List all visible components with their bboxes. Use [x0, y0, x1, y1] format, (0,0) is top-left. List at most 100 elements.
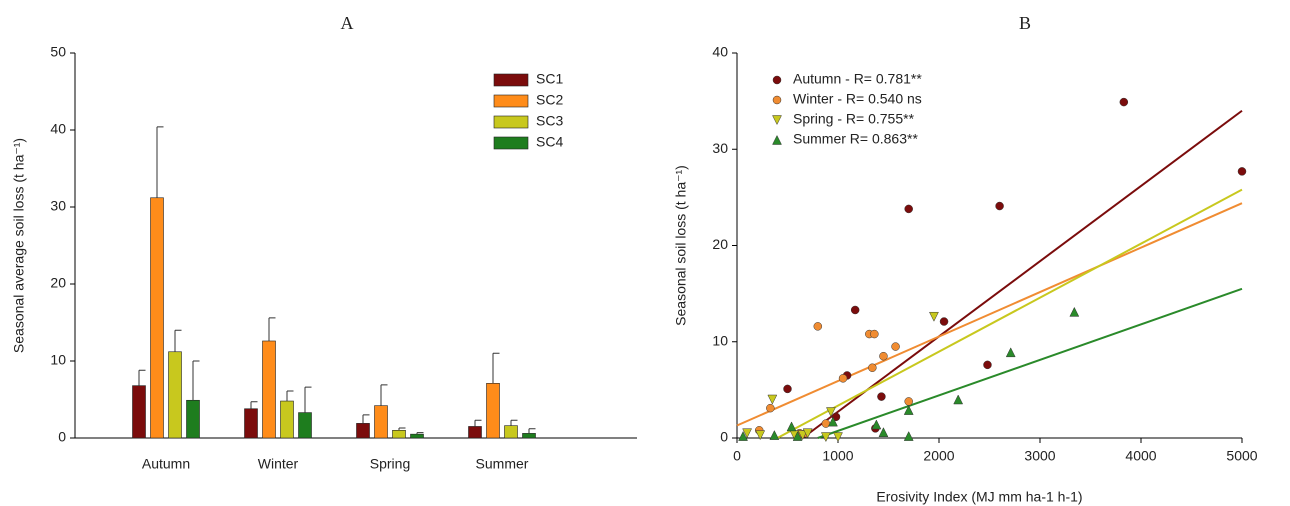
point [877, 392, 886, 401]
point [828, 416, 838, 427]
legend-label: SC1 [536, 71, 563, 87]
bar [504, 425, 518, 439]
chart-title: A [341, 13, 354, 33]
point [813, 322, 823, 331]
y-tick-label: 40 [712, 44, 728, 60]
bar [486, 383, 500, 439]
bar [374, 405, 388, 439]
point [738, 431, 748, 441]
error-bar [138, 369, 146, 386]
legend-marker [772, 95, 782, 105]
bar [262, 340, 276, 439]
point [850, 305, 860, 315]
point [820, 432, 831, 443]
point [1069, 306, 1080, 317]
y-tick-label: 0 [58, 429, 66, 445]
point [995, 201, 1004, 211]
y-tick-label: 40 [50, 121, 66, 137]
error-bar [192, 360, 200, 401]
error-bar [268, 317, 276, 341]
x-tick-label: Spring [370, 456, 410, 472]
point [786, 421, 797, 432]
x-tick-label: 3000 [1024, 448, 1055, 464]
bar [468, 426, 482, 439]
trend-line [802, 109, 1243, 439]
legend-swatch [493, 73, 529, 87]
error-bar [174, 329, 182, 352]
error-bar [380, 384, 388, 406]
error-bar [474, 419, 482, 427]
bar [244, 408, 258, 439]
y-tick-label: 10 [712, 332, 728, 348]
point [953, 394, 964, 405]
bar [298, 412, 312, 439]
point [1119, 97, 1129, 107]
point [1237, 167, 1247, 176]
x-tick-label: 5000 [1226, 448, 1257, 464]
y-tick-label: 50 [50, 44, 66, 60]
y-axis-label: Seasonal soil loss (t ha⁻¹) [673, 165, 689, 326]
trend-line [776, 188, 1243, 439]
legend-label: SC2 [536, 92, 563, 108]
bar [132, 385, 146, 439]
error-bar [398, 427, 406, 431]
point [878, 427, 889, 437]
y-axis-label: Seasonal average soil loss (t ha⁻¹) [11, 138, 27, 353]
point [766, 403, 775, 413]
point [871, 419, 882, 430]
legend-swatch [493, 94, 529, 108]
point [833, 432, 843, 443]
point [939, 317, 949, 326]
legend-label: Autumn - R= 0.781** [793, 71, 922, 87]
error-bar [304, 386, 312, 413]
point [838, 374, 848, 383]
point [792, 431, 803, 441]
point [797, 430, 808, 441]
y-tick-label: 20 [50, 275, 66, 291]
bar [280, 400, 294, 439]
point [904, 204, 913, 214]
point [1005, 347, 1016, 358]
error-bar [492, 352, 500, 384]
legend-marker [772, 134, 782, 145]
error-bar [416, 432, 424, 435]
point [879, 351, 888, 361]
point [767, 394, 778, 405]
point [904, 397, 913, 406]
legend-marker [772, 75, 782, 85]
point [826, 407, 836, 418]
error-bar [286, 390, 294, 402]
bar [168, 351, 182, 439]
trend-line [817, 287, 1243, 439]
y-tick-label: 10 [50, 352, 66, 368]
trend-line [736, 202, 1243, 427]
y-tick-label: 30 [712, 140, 728, 156]
bar [150, 197, 164, 439]
error-bar [528, 428, 536, 434]
point [742, 428, 753, 439]
x-tick-label: Winter [258, 456, 299, 472]
bar [356, 423, 370, 439]
x-tick-label: Summer [476, 456, 529, 472]
point [802, 428, 813, 439]
error-bar [250, 401, 258, 409]
error-bar [510, 419, 518, 426]
legend-swatch [493, 115, 529, 129]
x-axis-label: Erosivity Index (MJ mm ha-1 h-1) [876, 489, 1082, 505]
legend-marker [772, 115, 782, 126]
legend-label: Summer R= 0.863** [793, 131, 918, 147]
point [868, 363, 877, 372]
bar [186, 399, 200, 439]
y-tick-label: 20 [712, 236, 728, 252]
bar [522, 433, 536, 439]
chart-title: B [1019, 13, 1031, 33]
point [983, 360, 992, 370]
point [870, 329, 879, 339]
bar [410, 433, 424, 439]
x-tick-label: 0 [733, 448, 741, 464]
error-bar [156, 126, 164, 198]
legend-label: Winter - R= 0.540 ns [793, 91, 922, 107]
legend-label: SC3 [536, 113, 563, 129]
y-tick-label: 30 [50, 198, 66, 214]
